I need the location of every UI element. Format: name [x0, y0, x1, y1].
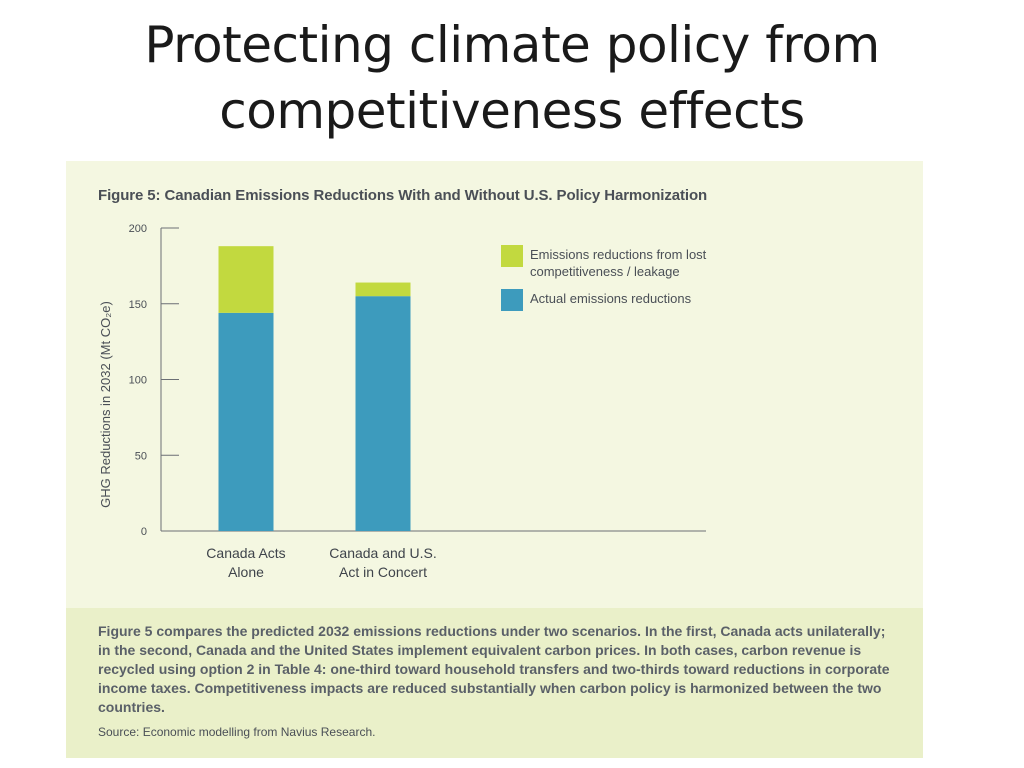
y-tick-label: 200 — [129, 223, 147, 235]
bar-leakage-1 — [218, 246, 274, 313]
y-tick-label: 100 — [129, 375, 147, 387]
caption-box: Figure 5 compares the predicted 2032 emi… — [66, 608, 923, 758]
figure-title: Figure 5: Canadian Emissions Reductions … — [98, 187, 708, 204]
bar-actual-1 — [218, 312, 274, 531]
slide-title-line-2: competitiveness effects — [219, 82, 805, 140]
y-tick-label: 50 — [135, 450, 147, 462]
legend-label: competitiveness / leakage — [530, 264, 680, 279]
y-tick-label: 150 — [129, 299, 147, 311]
slide-title-line-1: Protecting climate policy from — [144, 16, 880, 74]
legend-swatch-2 — [501, 289, 523, 311]
bar-actual-2 — [355, 296, 411, 531]
bar-leakage-2 — [355, 282, 411, 297]
x-category-label: Alone — [228, 564, 264, 580]
x-category-label: Canada and U.S. — [329, 545, 436, 561]
x-category-label: Canada Acts — [206, 545, 285, 561]
y-axis-label: GHG Reductions in 2032 (Mt CO₂e) — [98, 301, 113, 508]
x-category-label: Act in Concert — [339, 564, 427, 580]
figure-panel: Figure 5: Canadian Emissions Reductions … — [66, 161, 923, 758]
emissions-bar-chart: 0 50 100 150 200 GHG Reductions in 2032 (Mt C… — [98, 223, 707, 580]
figure-source: Source: Economic modelling from Navius R… — [98, 725, 376, 739]
legend-swatch-1 — [501, 245, 523, 267]
legend-label: Emissions reductions from lost — [530, 247, 707, 262]
legend-label: Actual emissions reductions — [530, 291, 692, 306]
y-tick-label: 0 — [141, 526, 147, 538]
figure-caption: Figure 5 compares the predicted 2032 emi… — [98, 623, 890, 715]
slide-title: Protecting climate policy from competiti… — [0, 12, 1024, 144]
